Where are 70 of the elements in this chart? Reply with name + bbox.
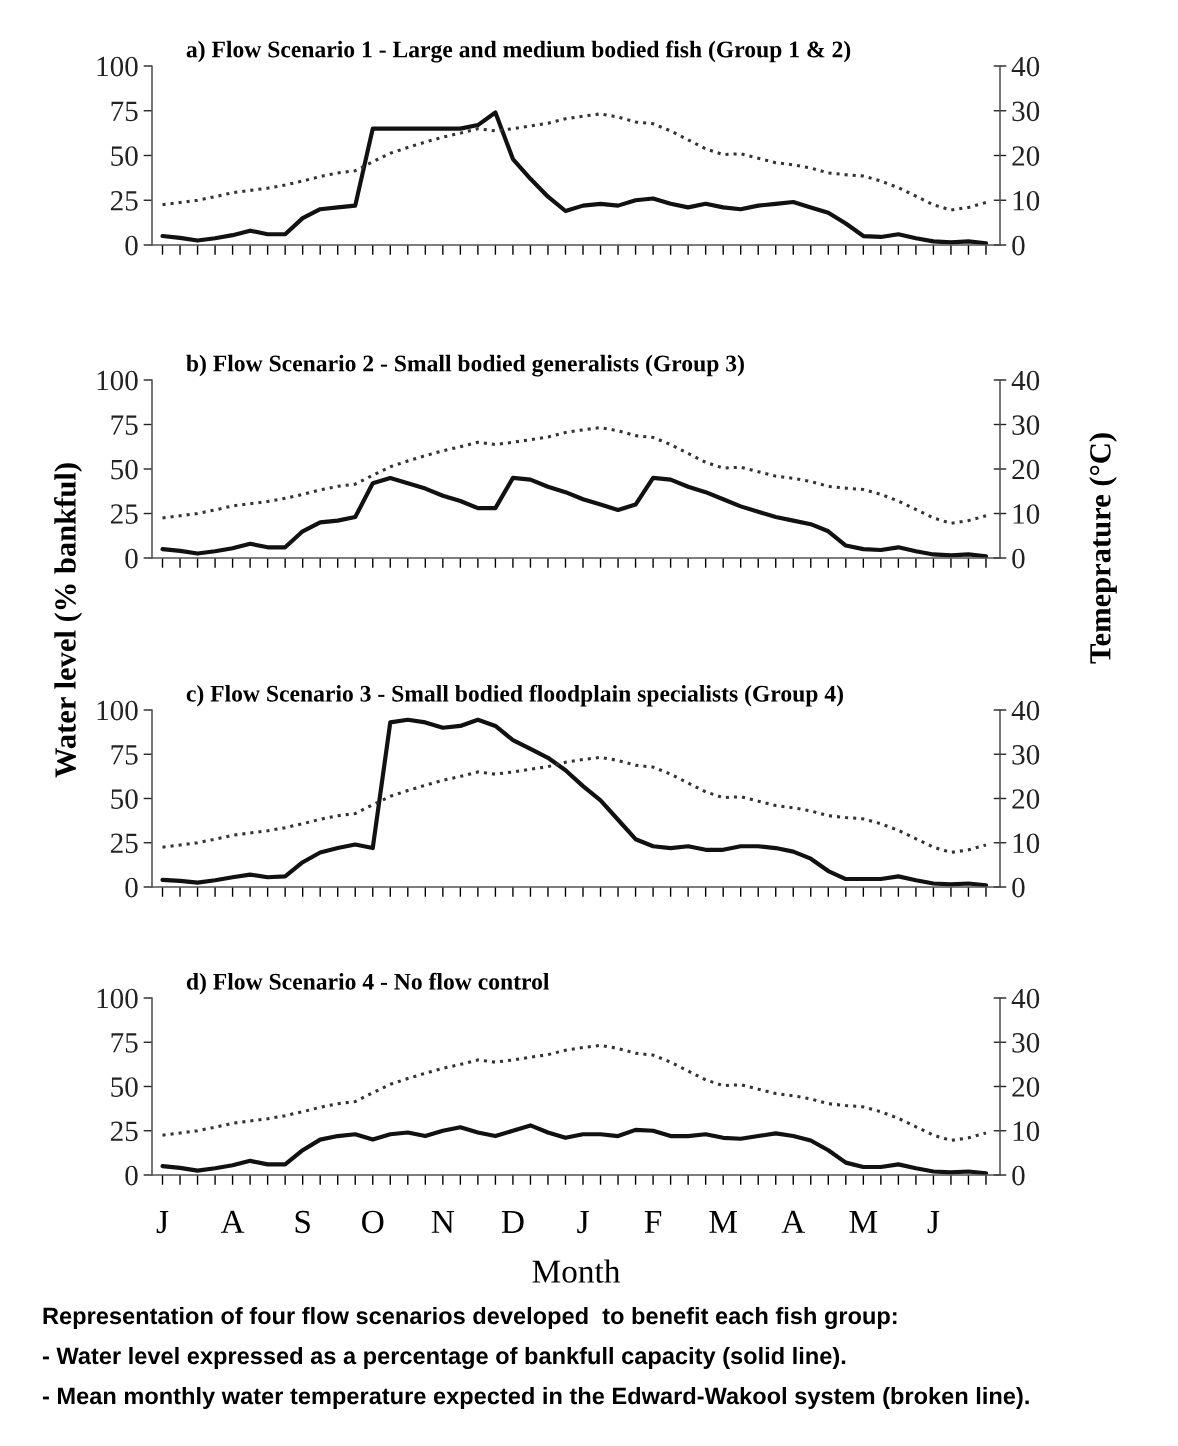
line-series (160, 110, 989, 245)
line-series (160, 475, 989, 558)
line-series (160, 426, 988, 525)
y-tick-label: 75 (111, 745, 138, 765)
y2-axis-title: Temeprature (°C) (1089, 433, 1117, 664)
y-tick-label: 50 (111, 146, 138, 166)
x-tick-label: J (577, 1211, 589, 1234)
y2-tick-label: 0 (1012, 235, 1025, 256)
chart-title: d) Flow Scenario 4 - No flow control (186, 972, 550, 995)
x-tick-label: M (849, 1211, 878, 1233)
line-series (160, 1043, 988, 1143)
text: - Water level expressed as a percentage of bankfull capacity (solid line). (42, 1346, 846, 1370)
chart-title: a) Flow Scenario 1 - Large and medium bodied fish (Group 1 & 2) (186, 40, 851, 63)
line-series (160, 755, 988, 855)
y-tick-label: 50 (111, 1077, 138, 1097)
chart-title: b) Flow Scenario 2 - Small bodied generalists (Group 3) (186, 354, 744, 377)
y-tick-label: 100 (97, 700, 138, 721)
line-series (160, 112, 988, 212)
y2-tick-label: 30 (1012, 415, 1040, 435)
x-tick-label: D (501, 1211, 524, 1233)
y2-tick-label: 40 (1011, 370, 1040, 391)
chart-title: c) Flow Scenario 3 - Small bodied floodplain specialists (Group 4) (186, 684, 843, 707)
line-series (160, 717, 989, 887)
y2-tick-label: 30 (1012, 1032, 1040, 1053)
y-tick-label: 0 (125, 1165, 138, 1186)
y2-tick-label: 40 (1011, 700, 1040, 721)
y2-tick-label: 10 (1013, 504, 1040, 524)
x-tick-label: S (295, 1210, 310, 1234)
y-tick-label: 50 (111, 789, 138, 809)
x-axis-title: Month (532, 1259, 621, 1283)
y-tick-label: 100 (97, 370, 138, 391)
y2-tick-label: 30 (1012, 101, 1040, 122)
y2-tick-label: 40 (1011, 56, 1040, 77)
x-tick-label: J (156, 1211, 169, 1234)
y2-tick-label: 20 (1012, 146, 1040, 166)
y-tick-label: 100 (97, 988, 138, 1009)
x-tick-label: O (362, 1210, 384, 1234)
x-tick-label: A (781, 1210, 806, 1233)
y-tick-label: 100 (97, 56, 138, 77)
y-tick-label: 75 (111, 1033, 138, 1053)
y-tick-label: 0 (125, 235, 138, 256)
y-tick-label: 25 (110, 191, 138, 211)
y2-tick-label: 20 (1012, 459, 1040, 480)
x-tick-label: M (709, 1211, 738, 1233)
y-tick-label: 75 (111, 415, 138, 435)
y2-tick-label: 20 (1012, 1077, 1040, 1097)
x-tick-label: J (927, 1211, 940, 1234)
y2-tick-label: 0 (1012, 1165, 1025, 1186)
y-tick-label: 0 (125, 548, 138, 569)
y-tick-label: 0 (125, 877, 138, 898)
y2-tick-label: 10 (1013, 190, 1040, 211)
y-tick-label: 25 (110, 504, 138, 524)
y2-tick-label: 0 (1012, 548, 1025, 569)
y2-tick-label: 0 (1012, 877, 1025, 898)
text: Representation of four flow scenarios developed to benefit each fish group: (43, 1306, 897, 1330)
y2-tick-label: 20 (1012, 789, 1040, 809)
y-axis-title: Water level (% bankful) (53, 463, 83, 778)
line-series (160, 1123, 989, 1175)
text: - Mean monthly water temperature expected in the Edward-Wakool system (broken line). (42, 1386, 1029, 1410)
y-tick-label: 25 (110, 1121, 138, 1142)
y2-tick-label: 10 (1013, 1121, 1040, 1142)
y2-tick-label: 30 (1012, 744, 1040, 765)
y-tick-label: 75 (111, 101, 138, 122)
x-tick-label: F (644, 1211, 662, 1233)
x-tick-label: N (431, 1211, 455, 1233)
y2-tick-label: 40 (1011, 988, 1040, 1009)
x-tick-label: A (220, 1210, 245, 1233)
y2-tick-label: 10 (1013, 833, 1040, 854)
y-tick-label: 50 (111, 459, 138, 480)
y-tick-label: 25 (110, 833, 138, 854)
